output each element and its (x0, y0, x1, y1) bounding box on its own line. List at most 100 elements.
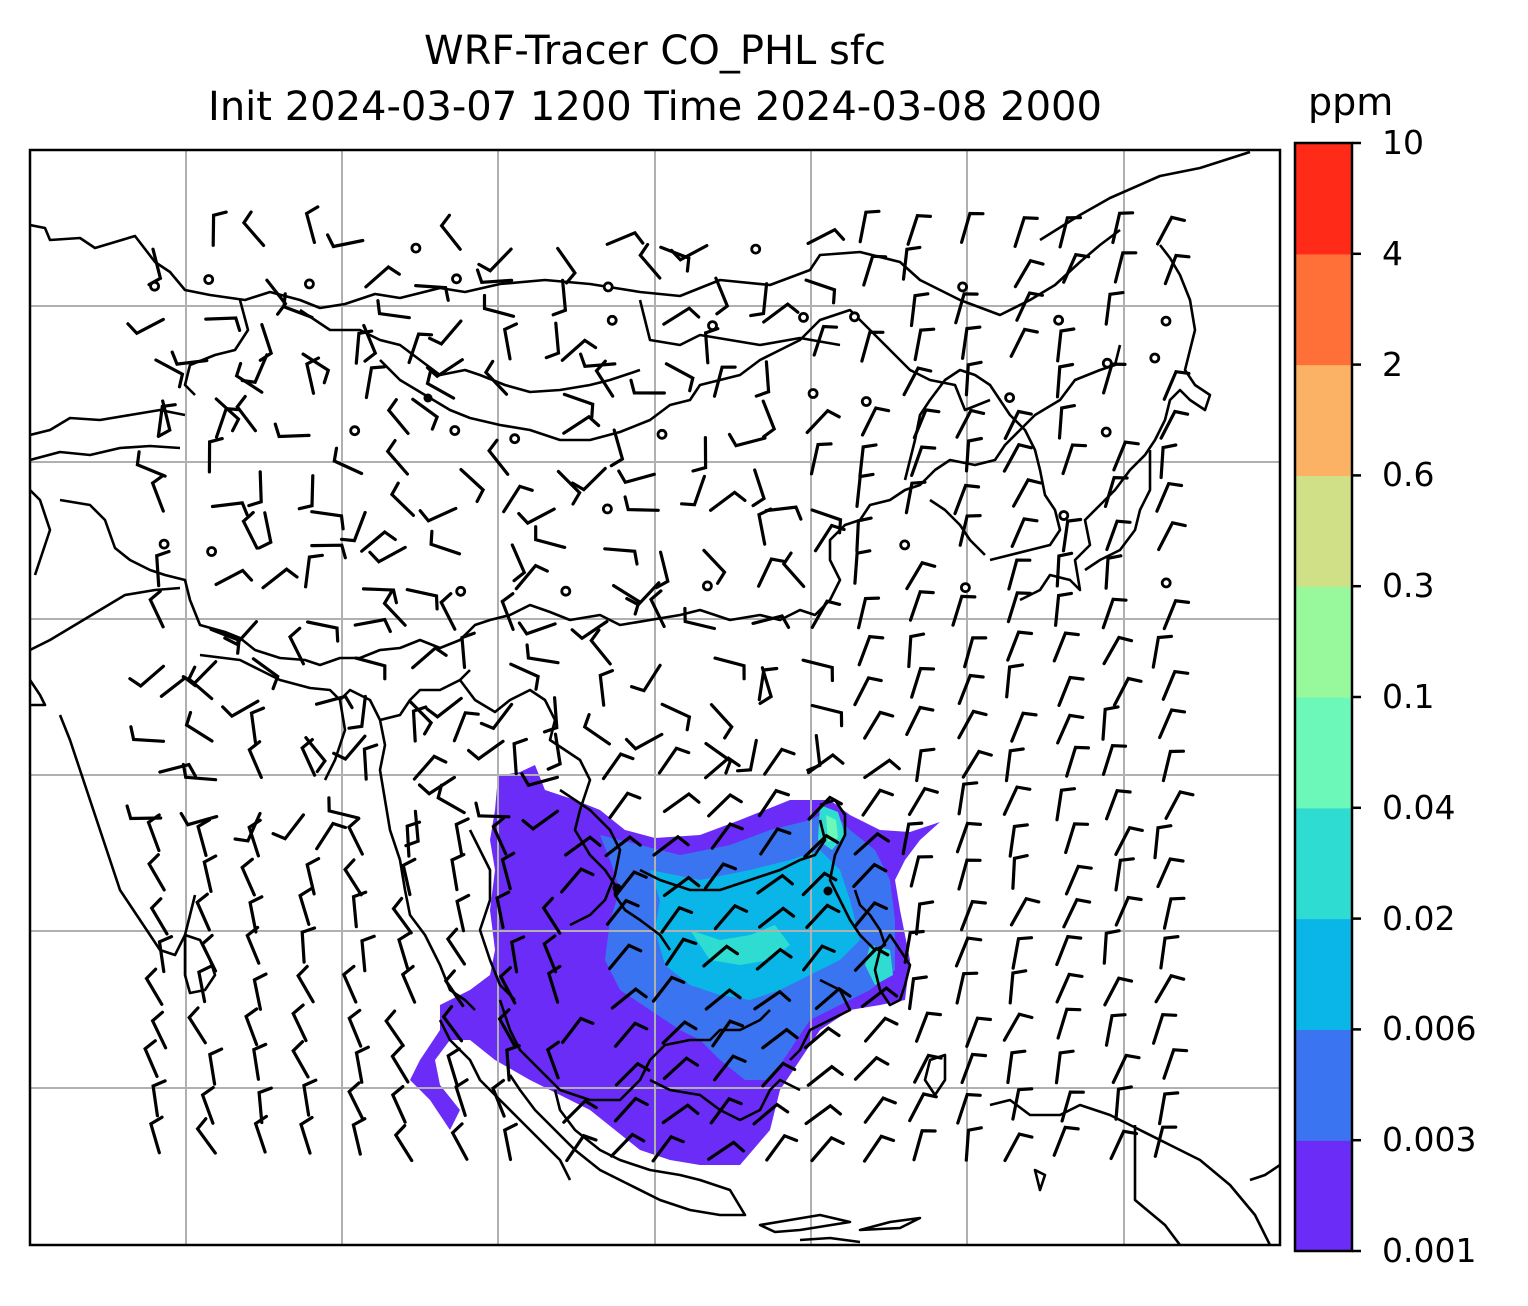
wind-barb (957, 781, 979, 816)
wind-barb (1004, 747, 1025, 783)
wind-barb (560, 867, 595, 894)
wind-barb (571, 466, 607, 492)
wind-barb (411, 705, 428, 743)
wind-barb (214, 397, 241, 433)
wind-barb (807, 795, 843, 821)
colorbar-tick-label: 0.6 (1382, 455, 1435, 495)
wind-barb (252, 1042, 268, 1081)
calm-circle (602, 503, 613, 515)
wind-barb (247, 818, 262, 858)
wind-barb (914, 900, 935, 936)
wind-barb (149, 897, 169, 936)
wind-barb (714, 276, 730, 316)
wind-barb (853, 831, 890, 856)
colorbar (1295, 141, 1361, 1253)
gridlines (30, 150, 1280, 1245)
wind-barb (249, 706, 266, 745)
wind-barb (202, 854, 218, 893)
wind-barb (425, 369, 456, 400)
wind-barb (853, 946, 890, 972)
wind-barb (343, 858, 363, 897)
wind-barb (245, 925, 261, 965)
calm-circle (849, 311, 860, 323)
wind-barb (565, 1133, 598, 1163)
wind-barb (520, 772, 559, 788)
wind-barb (605, 230, 645, 246)
wind-barb (390, 1085, 407, 1124)
wind-barb (382, 590, 407, 627)
wind-barb (234, 361, 264, 394)
colorbar-segment (1295, 1140, 1352, 1252)
wind-barb (662, 306, 701, 326)
wind-barb (291, 1003, 308, 1043)
calm-circle (1101, 357, 1113, 369)
wind-barb (390, 1045, 410, 1084)
wind-barb (713, 1054, 747, 1082)
wind-barb (1161, 669, 1190, 701)
wind-barbs (125, 205, 1195, 1163)
wind-barb (144, 967, 164, 1006)
wind-barb (1002, 1012, 1034, 1042)
wind-barb (170, 350, 209, 366)
wind-barb (505, 1044, 521, 1082)
wind-barb (1055, 362, 1075, 399)
wind-barb (354, 1045, 370, 1084)
wind-barb (956, 1092, 982, 1125)
wind-barb (707, 792, 743, 818)
wind-barb (806, 1064, 844, 1087)
wind-barb (196, 818, 211, 857)
colorbar-segment (1295, 807, 1352, 920)
wind-barb (310, 510, 345, 531)
wind-barb (411, 397, 440, 431)
wind-barb (630, 663, 662, 693)
wind-barb (544, 321, 561, 360)
wind-barb (546, 732, 562, 771)
calm-wind-circles (149, 242, 1172, 597)
wind-barb (863, 1096, 897, 1124)
wind-barb (853, 549, 872, 585)
wind-barb (525, 643, 560, 665)
wind-barb (754, 360, 771, 398)
wind-barb (483, 359, 509, 396)
wind-barb (429, 529, 462, 556)
wind-barb (594, 359, 615, 398)
calm-circle (349, 425, 361, 437)
wind-barb (625, 581, 661, 607)
wind-barb (1015, 291, 1044, 322)
wind-barb (904, 480, 927, 515)
wind-barb (412, 754, 448, 781)
wind-barb (960, 211, 985, 244)
wind-barb (751, 614, 791, 629)
wind-barb (500, 851, 516, 891)
wind-barb (608, 791, 642, 820)
map-subtitle: Init 2024-03-07 1200 Time 2024-03-08 200… (208, 84, 1102, 130)
wind-barb (805, 408, 841, 435)
wind-barb (910, 445, 937, 477)
wind-barb (609, 428, 625, 468)
wind-barb (907, 632, 926, 669)
wind-barb (711, 1019, 744, 1048)
wind-barb (347, 817, 364, 856)
wind-barb (1062, 897, 1092, 929)
wind-barb (857, 634, 885, 667)
wind-barb (657, 746, 691, 775)
wind-barb (397, 931, 412, 971)
wind-barb (1105, 788, 1132, 821)
wind-barb (475, 268, 514, 284)
wind-barb (179, 811, 219, 827)
wind-barb (749, 282, 769, 318)
wind-barb (446, 1047, 461, 1087)
tracer-plume (410, 765, 940, 1165)
wind-barb (702, 548, 727, 585)
wind-barb (903, 929, 925, 964)
calm-circle (455, 585, 467, 597)
wind-barb (954, 292, 979, 325)
wind-barb (702, 944, 739, 968)
wind-barb (147, 853, 166, 892)
wind-barb (1159, 935, 1180, 970)
calm-circle (1160, 577, 1172, 589)
wind-barb (305, 356, 321, 395)
wind-barb (1002, 785, 1032, 816)
wind-barb (502, 322, 518, 361)
wind-barb (1162, 1048, 1189, 1080)
